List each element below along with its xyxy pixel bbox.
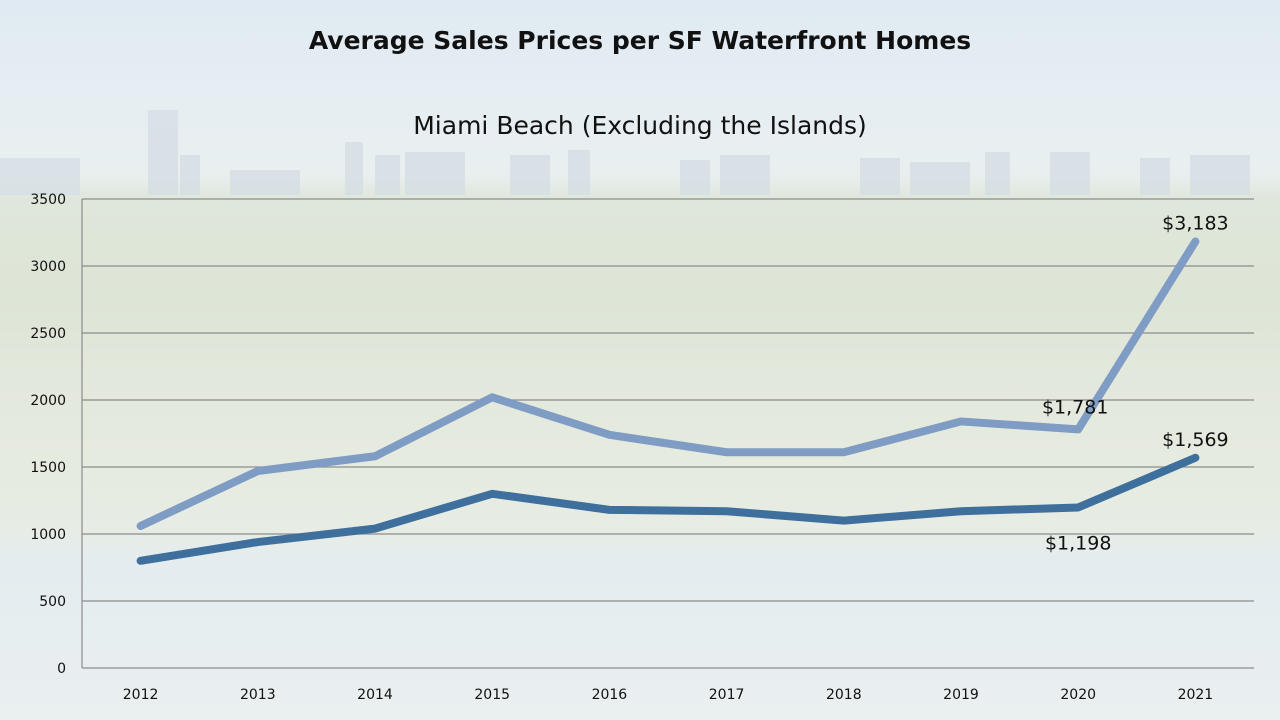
y-tick-label: 0: [57, 661, 66, 677]
series-line-1: [136, 237, 1200, 530]
y-tick-label: 2000: [30, 393, 66, 409]
x-tick-label: 2021: [1178, 687, 1214, 703]
x-axis: 2012 2013 2014 2015 2016 2017 2018 2019 2020 2021: [123, 687, 1213, 703]
skyline-silhouette: [0, 110, 1250, 195]
chart-title: Average Sales Prices per SF Waterfront H…: [308, 26, 972, 55]
data-labels: $1,781 $3,183 $1,198 $1,569: [1042, 212, 1229, 554]
x-tick-label: 2019: [943, 687, 979, 703]
x-tick-label: 2013: [240, 687, 276, 703]
x-tick-label: 2014: [357, 687, 393, 703]
chart-subtitle: Miami Beach (Excluding the Islands): [413, 111, 867, 140]
data-label: $3,183: [1162, 212, 1228, 234]
y-tick-label: 3500: [30, 192, 66, 208]
series-line-2: [136, 453, 1200, 565]
x-tick-label: 2016: [592, 687, 628, 703]
y-tick-label: 1500: [30, 460, 66, 476]
y-tick-label: 1000: [30, 527, 66, 543]
x-tick-label: 2018: [826, 687, 862, 703]
y-tick-label: 500: [39, 594, 66, 610]
x-tick-label: 2020: [1060, 687, 1096, 703]
data-label: $1,781: [1042, 396, 1108, 418]
x-tick-label: 2012: [123, 687, 159, 703]
x-tick-label: 2017: [709, 687, 745, 703]
data-label: $1,198: [1045, 532, 1111, 554]
y-tick-label: 3000: [30, 259, 66, 275]
series-lines: [136, 237, 1200, 565]
y-tick-label: 2500: [30, 326, 66, 342]
x-tick-label: 2015: [474, 687, 510, 703]
data-label: $1,569: [1162, 429, 1228, 451]
gridlines: [82, 198, 1254, 669]
y-axis: 0 500 1000 1500 2000 2500 3000 3500: [30, 192, 83, 677]
